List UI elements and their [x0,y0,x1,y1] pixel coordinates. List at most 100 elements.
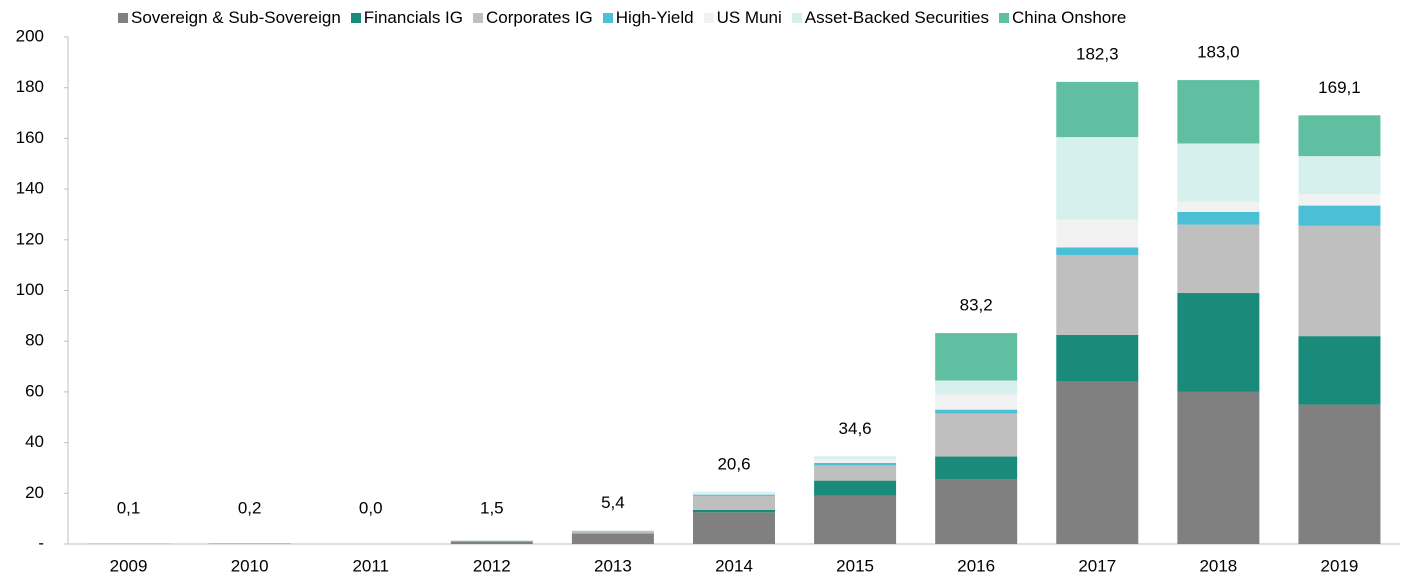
legend-item: China Onshore [999,8,1126,28]
bar-segment [1177,143,1259,201]
legend-item: Corporates IG [473,8,593,28]
legend-swatch [351,13,361,23]
bar-segment [1177,392,1259,544]
total-label: 20,6 [717,454,750,473]
y-tick-label: 200 [16,26,44,45]
x-tick-label: 2012 [473,556,511,575]
legend-label: Financials IG [364,8,463,28]
legend-label: Sovereign & Sub-Sovereign [131,8,341,28]
bar-segment [693,512,775,544]
bar-segment [693,492,775,494]
total-label: 83,2 [960,296,993,315]
legend-item: Asset-Backed Securities [792,8,989,28]
x-tick-label: 2014 [715,556,753,575]
legend-swatch [603,13,613,23]
bar-segment [1298,405,1380,544]
bar-segment [935,333,1017,380]
legend-label: Corporates IG [486,8,593,28]
x-tick-label: 2019 [1321,556,1359,575]
bar-segment [814,496,896,544]
bar-segment [1298,156,1380,194]
x-tick-label: 2015 [836,556,874,575]
total-label: 183,0 [1197,43,1240,62]
y-tick-label: 80 [25,331,44,350]
total-label: 0,0 [359,498,383,517]
legend-swatch [704,13,714,23]
bar-segment [572,534,654,544]
legend-item: US Muni [704,8,782,28]
bar-segment [1056,255,1138,335]
total-label: 5,4 [601,493,625,512]
bar-segment [1056,247,1138,255]
y-tick-label: - [38,533,44,552]
bar-segment [209,543,291,544]
bar-segment [1177,293,1259,392]
legend: Sovereign & Sub-Sovereign Financials IG Co… [118,8,1126,28]
y-tick-label: 140 [16,179,44,198]
bar-segment [451,541,533,544]
total-label: 0,1 [117,498,141,517]
bar-segment [1056,335,1138,382]
legend-swatch [792,13,802,23]
bar-segment [572,530,654,531]
x-tick-label: 2017 [1078,556,1116,575]
bar-segment [1298,194,1380,205]
bar-segment [1056,82,1138,137]
bar-segment [814,465,896,480]
y-tick-label: 60 [25,381,44,400]
bar-segment [572,531,654,534]
bar-segment [1298,206,1380,226]
x-tick-label: 2010 [231,556,269,575]
bar-segment [451,541,533,542]
x-tick-label: 2016 [957,556,995,575]
y-tick-label: 20 [25,483,44,502]
bar-segment [935,394,1017,409]
bar-segment [814,463,896,466]
bar-segment [1177,80,1259,143]
legend-item: Financials IG [351,8,463,28]
bar-segment [572,533,654,534]
legend-swatch [473,13,483,23]
bar-segment [814,459,896,463]
y-tick-label: 120 [16,229,44,248]
legend-item: High-Yield [603,8,694,28]
x-tick-label: 2009 [110,556,148,575]
legend-label: China Onshore [1012,8,1126,28]
bar-segment [1298,115,1380,156]
y-tick-label: 160 [16,128,44,147]
bar-segment [1177,202,1259,212]
legend-swatch [118,13,128,23]
x-tick-label: 2011 [352,556,389,575]
bar-segment [814,456,896,459]
total-label: 169,1 [1318,78,1361,97]
legend-item: Sovereign & Sub-Sovereign [118,8,341,28]
bar-segment [1177,212,1259,225]
bar-segment [693,496,775,510]
bar-segment [693,493,775,494]
bar-segment [1056,137,1138,219]
bar-segment [1056,220,1138,248]
y-tick-label: 100 [16,280,44,299]
legend-label: High-Yield [616,8,694,28]
y-tick-label: 40 [25,432,44,451]
bar-segment [693,510,775,513]
bar-segment [935,479,1017,544]
bar-segment [935,413,1017,456]
total-label: 34,6 [839,419,872,438]
bar-segment [935,380,1017,394]
total-label: 0,2 [238,498,262,517]
x-tick-label: 2013 [594,556,632,575]
legend-swatch [999,13,1009,23]
bar-segment [1056,382,1138,544]
bar-segment [693,495,775,496]
bar-segment [935,457,1017,480]
bar-segment [451,540,533,541]
bar-segment [935,410,1017,414]
bar-segment [1298,226,1380,336]
legend-label: US Muni [717,8,782,28]
bar-segment [814,481,896,496]
bar-segment [1298,336,1380,404]
x-tick-label: 2018 [1199,556,1237,575]
